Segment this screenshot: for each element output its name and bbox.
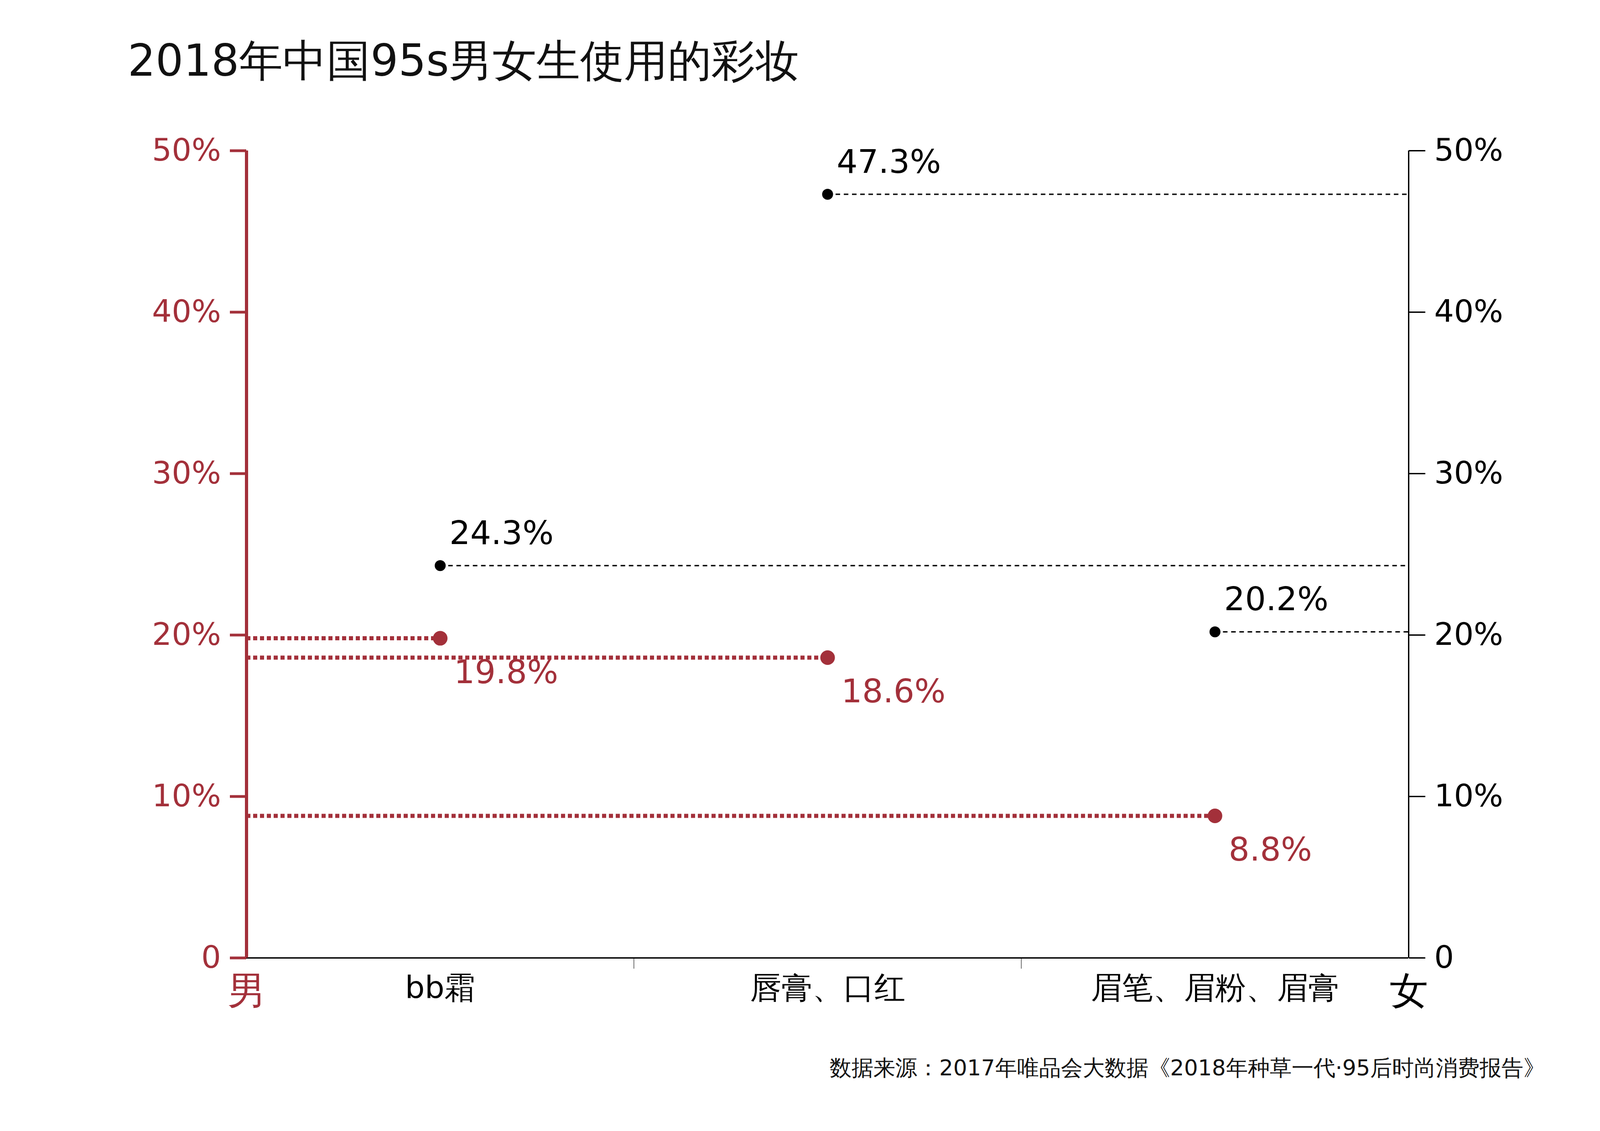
svg-text:女: 女 [1389, 968, 1429, 1013]
svg-text:50%: 50% [151, 131, 221, 168]
svg-text:0: 0 [201, 939, 221, 976]
svg-text:10%: 10% [1434, 777, 1504, 814]
svg-text:40%: 40% [151, 293, 221, 330]
svg-text:24.3%: 24.3% [449, 513, 554, 552]
html-text:数据来源：2017年唯品会大数据《2018年种草一代·95后: 数据来源：2017年唯品会大数据《2018年种草一代·95后时尚消费报告》 [829, 1054, 1546, 1081]
svg-text:眉笔、眉粉、眉膏: 眉笔、眉粉、眉膏 [1090, 969, 1340, 1006]
svg-text:30%: 30% [151, 454, 221, 491]
svg-text:30%: 30% [1434, 454, 1504, 491]
svg-text:47.3%: 47.3% [836, 142, 942, 181]
svg-text:0: 0 [1434, 939, 1455, 976]
svg-text:40%: 40% [1434, 293, 1504, 330]
svg-text:18.6%: 18.6% [841, 671, 946, 711]
svg-text:8.8%: 8.8% [1228, 830, 1313, 869]
html-text:2018年中国95s男女生使用的彩妆: 2018年中国95s男女生使用的彩妆 [127, 35, 800, 87]
svg-text:bb霜: bb霜 [405, 969, 476, 1006]
svg-text:19.8%: 19.8% [453, 652, 559, 691]
svg-text:50%: 50% [1434, 131, 1504, 168]
svg-text:男: 男 [227, 968, 266, 1013]
svg-text:20%: 20% [151, 616, 221, 653]
svg-text:20.2%: 20.2% [1224, 579, 1329, 619]
svg-text:唇膏、口红: 唇膏、口红 [750, 969, 906, 1006]
svg-text:20%: 20% [1434, 616, 1504, 653]
svg-text:10%: 10% [151, 777, 221, 814]
